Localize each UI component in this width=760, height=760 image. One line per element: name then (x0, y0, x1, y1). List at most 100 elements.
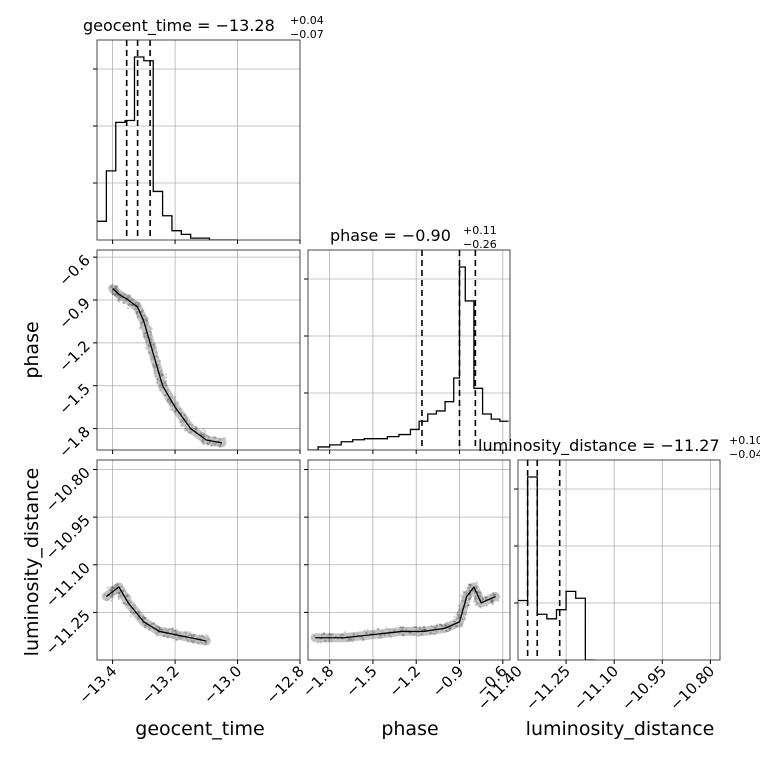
sample-point (115, 582, 118, 586)
svg-text:geocent_time = −13.28: geocent_time = −13.28 (83, 16, 275, 36)
sample-point (348, 637, 351, 641)
svg-text:+0.11: +0.11 (463, 224, 497, 237)
sample-point (110, 593, 114, 597)
sample-point (405, 628, 408, 631)
sample-point (171, 636, 174, 639)
sample-point (475, 581, 479, 584)
sample-point (343, 631, 346, 634)
contour-line (315, 586, 496, 639)
sample-point (418, 627, 421, 631)
sample-point (122, 601, 126, 605)
sample-point (115, 286, 118, 289)
sample-point (181, 418, 184, 422)
sample-point (128, 595, 132, 598)
sample-point (111, 291, 114, 294)
sample-point (392, 629, 395, 632)
svg-text:+0.04: +0.04 (290, 14, 324, 27)
x-axis-label-luminosity-distance: luminosity_distance (526, 718, 715, 740)
sample-point (193, 639, 196, 642)
sample-point (128, 295, 131, 299)
sample-point (117, 297, 121, 300)
sample-point (383, 634, 387, 637)
sample-point (147, 351, 151, 354)
sample-point (478, 591, 481, 594)
hist-bin (353, 440, 365, 450)
hist-bin (445, 402, 454, 450)
sample-point (349, 639, 352, 642)
sample-point (204, 636, 207, 640)
sample-point (156, 381, 159, 385)
density (101, 582, 211, 646)
sample-point (160, 627, 164, 631)
sample-point (473, 600, 476, 603)
sample-point (126, 595, 129, 598)
sample-point (158, 627, 162, 630)
sample-point (143, 318, 146, 321)
sample-point (152, 346, 156, 349)
sample-point (183, 630, 186, 634)
hist-bin (97, 221, 106, 240)
sample-point (447, 629, 450, 632)
sample-point (133, 301, 137, 305)
hist-bin (144, 61, 153, 240)
sample-point (330, 639, 333, 642)
y-axis-label-phase: phase (21, 321, 43, 378)
hist-bin (537, 614, 547, 660)
sample-point (115, 288, 119, 292)
sample-point (163, 381, 167, 384)
sample-point (419, 633, 423, 637)
sample-point (491, 591, 495, 595)
sample-point (178, 631, 181, 635)
sample-point (322, 632, 326, 635)
sample-point (153, 372, 156, 375)
sample-point (122, 589, 126, 592)
sample-point (145, 316, 148, 319)
sample-point (460, 594, 463, 598)
sample-point (135, 312, 139, 315)
sample-point (129, 601, 132, 604)
sample-point (136, 312, 139, 315)
sample-point (477, 605, 481, 608)
sample-point (423, 627, 427, 631)
histogram-step (97, 56, 238, 240)
sample-point (120, 585, 123, 588)
sample-point (153, 364, 156, 368)
sample-point (192, 634, 196, 637)
sample-point (393, 629, 397, 632)
sample-point (206, 443, 209, 446)
sample-point (327, 638, 331, 641)
sample-point (125, 594, 129, 598)
sample-point (445, 624, 448, 627)
sample-point (202, 428, 205, 431)
sample-point (445, 623, 448, 627)
sample-point (380, 630, 384, 634)
hist-bin (556, 610, 566, 660)
sample-point (328, 633, 331, 636)
sample-point (170, 396, 173, 399)
sample-point (122, 301, 125, 305)
sample-point (362, 638, 365, 641)
sample-point (194, 427, 197, 430)
sample-point (136, 615, 140, 619)
sample-point (364, 631, 368, 635)
sample-point (164, 380, 168, 383)
sample-point (376, 627, 379, 631)
sample-point (201, 641, 204, 645)
sample-point (402, 634, 405, 637)
sample-point (461, 618, 465, 621)
sample-point (187, 431, 190, 434)
histogram (518, 460, 595, 660)
x-axis-label-phase: phase (381, 718, 438, 740)
svg-text:−0.04: −0.04 (729, 448, 760, 461)
sample-point (445, 629, 448, 633)
sample-point (117, 592, 121, 595)
density (108, 284, 227, 449)
sample-point (457, 604, 460, 608)
sample-point (422, 625, 426, 629)
sample-point (492, 598, 495, 602)
sample-point (177, 635, 180, 639)
sample-point (387, 628, 391, 631)
sample-point (485, 604, 489, 608)
sample-point (191, 635, 195, 638)
sample-point (184, 427, 187, 431)
